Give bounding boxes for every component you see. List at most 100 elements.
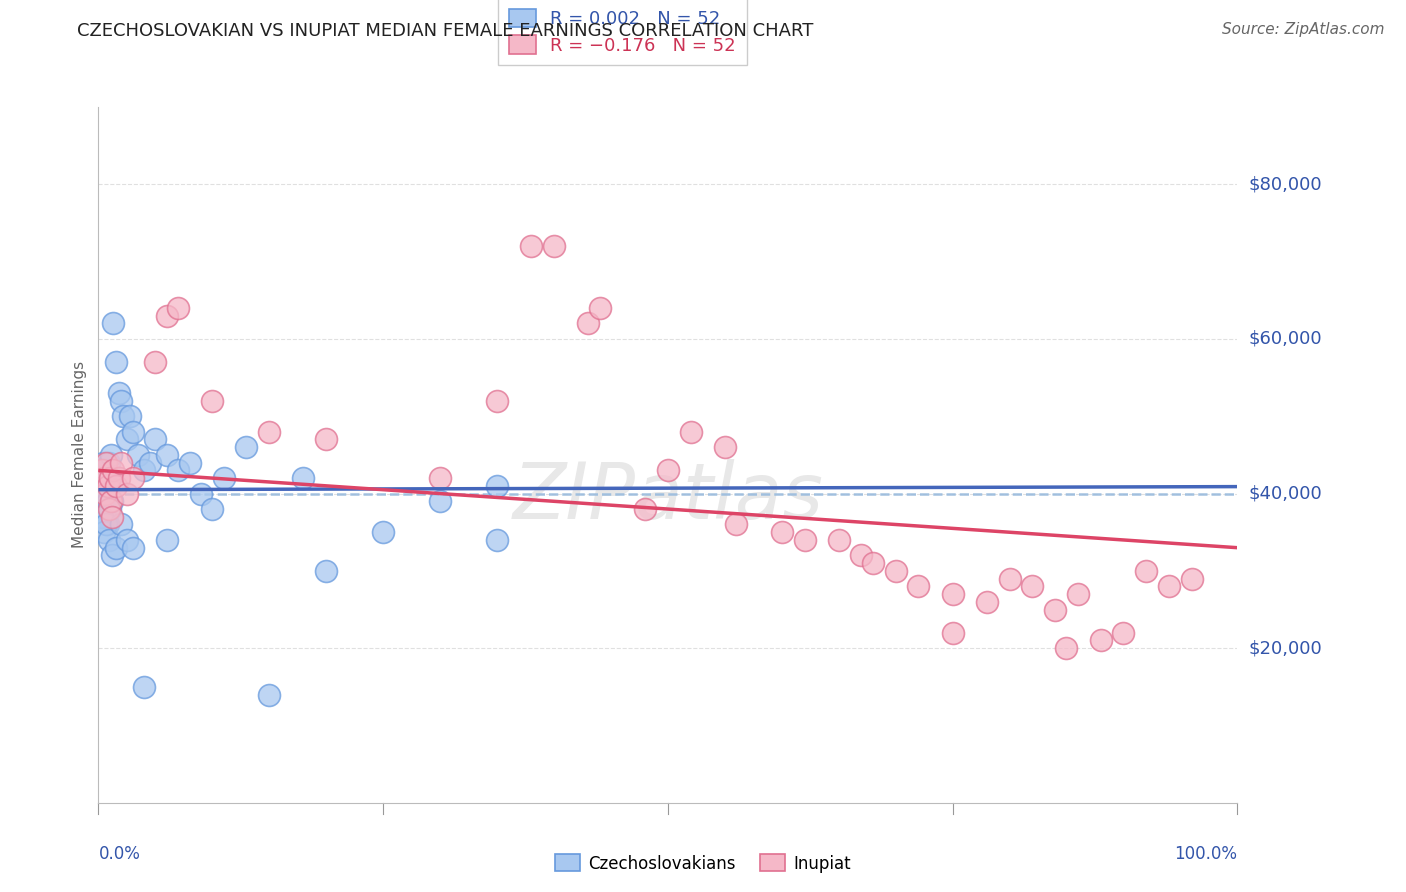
- Point: [97, 502, 120, 516]
- Point: [115, 433, 138, 447]
- Point: [127, 448, 149, 462]
- Text: 100.0%: 100.0%: [1174, 845, 1237, 863]
- Point: [103, 463, 125, 477]
- Point: [998, 572, 1021, 586]
- Point: [132, 680, 155, 694]
- Point: [679, 425, 702, 439]
- Point: [96, 494, 118, 508]
- Point: [110, 393, 132, 408]
- Point: [94, 486, 117, 500]
- Point: [132, 463, 155, 477]
- Point: [201, 393, 224, 408]
- Point: [259, 688, 281, 702]
- Point: [429, 494, 451, 508]
- Point: [110, 456, 132, 470]
- Point: [315, 564, 337, 578]
- Point: [93, 471, 115, 485]
- Point: [371, 525, 394, 540]
- Point: [1043, 602, 1066, 616]
- Text: $40,000: $40,000: [1249, 484, 1322, 502]
- Point: [121, 541, 143, 555]
- Text: ZIPatlas: ZIPatlas: [512, 458, 824, 534]
- Point: [108, 386, 131, 401]
- Point: [156, 309, 179, 323]
- Point: [112, 409, 135, 424]
- Point: [115, 533, 138, 547]
- Point: [1181, 572, 1204, 586]
- Text: $20,000: $20,000: [1249, 640, 1322, 657]
- Point: [942, 587, 965, 601]
- Text: Source: ZipAtlas.com: Source: ZipAtlas.com: [1222, 22, 1385, 37]
- Point: [97, 533, 120, 547]
- Point: [212, 471, 235, 485]
- Text: $60,000: $60,000: [1249, 330, 1322, 348]
- Point: [90, 463, 112, 477]
- Point: [725, 517, 748, 532]
- Point: [851, 549, 873, 563]
- Point: [657, 463, 679, 477]
- Point: [96, 456, 118, 470]
- Point: [1067, 587, 1090, 601]
- Point: [315, 433, 337, 447]
- Point: [90, 479, 112, 493]
- Point: [91, 456, 114, 470]
- Point: [1054, 641, 1078, 656]
- Point: [942, 625, 965, 640]
- Point: [90, 494, 112, 508]
- Point: [1090, 633, 1112, 648]
- Point: [101, 549, 124, 563]
- Point: [138, 456, 160, 470]
- Point: [115, 486, 138, 500]
- Point: [104, 541, 127, 555]
- Point: [292, 471, 315, 485]
- Point: [793, 533, 815, 547]
- Point: [97, 456, 120, 470]
- Point: [96, 463, 118, 477]
- Point: [543, 239, 565, 253]
- Point: [121, 471, 143, 485]
- Point: [862, 556, 884, 570]
- Point: [94, 502, 117, 516]
- Point: [108, 471, 131, 485]
- Point: [1112, 625, 1135, 640]
- Point: [90, 509, 112, 524]
- Point: [104, 479, 127, 493]
- Legend: Czechoslovakians, Inupiat: Czechoslovakians, Inupiat: [548, 847, 858, 880]
- Point: [520, 239, 543, 253]
- Point: [828, 533, 851, 547]
- Point: [486, 393, 509, 408]
- Point: [93, 471, 115, 485]
- Point: [884, 564, 907, 578]
- Text: 0.0%: 0.0%: [98, 845, 141, 863]
- Point: [907, 579, 929, 593]
- Point: [100, 448, 122, 462]
- Point: [1157, 579, 1180, 593]
- Point: [100, 494, 122, 508]
- Point: [634, 502, 657, 516]
- Point: [167, 463, 190, 477]
- Point: [104, 355, 127, 369]
- Point: [1021, 579, 1043, 593]
- Point: [770, 525, 793, 540]
- Point: [93, 525, 115, 540]
- Point: [976, 595, 998, 609]
- Point: [94, 509, 117, 524]
- Point: [120, 409, 142, 424]
- Point: [576, 317, 599, 331]
- Point: [121, 425, 143, 439]
- Point: [486, 533, 509, 547]
- Y-axis label: Median Female Earnings: Median Female Earnings: [72, 361, 87, 549]
- Point: [98, 471, 121, 485]
- Point: [98, 471, 121, 485]
- Point: [201, 502, 224, 516]
- Point: [486, 479, 509, 493]
- Point: [101, 494, 124, 508]
- Point: [179, 456, 201, 470]
- Point: [190, 486, 212, 500]
- Point: [145, 433, 167, 447]
- Point: [156, 533, 179, 547]
- Point: [235, 440, 257, 454]
- Text: CZECHOSLOVAKIAN VS INUPIAT MEDIAN FEMALE EARNINGS CORRELATION CHART: CZECHOSLOVAKIAN VS INUPIAT MEDIAN FEMALE…: [77, 22, 814, 40]
- Point: [429, 471, 451, 485]
- Point: [145, 355, 167, 369]
